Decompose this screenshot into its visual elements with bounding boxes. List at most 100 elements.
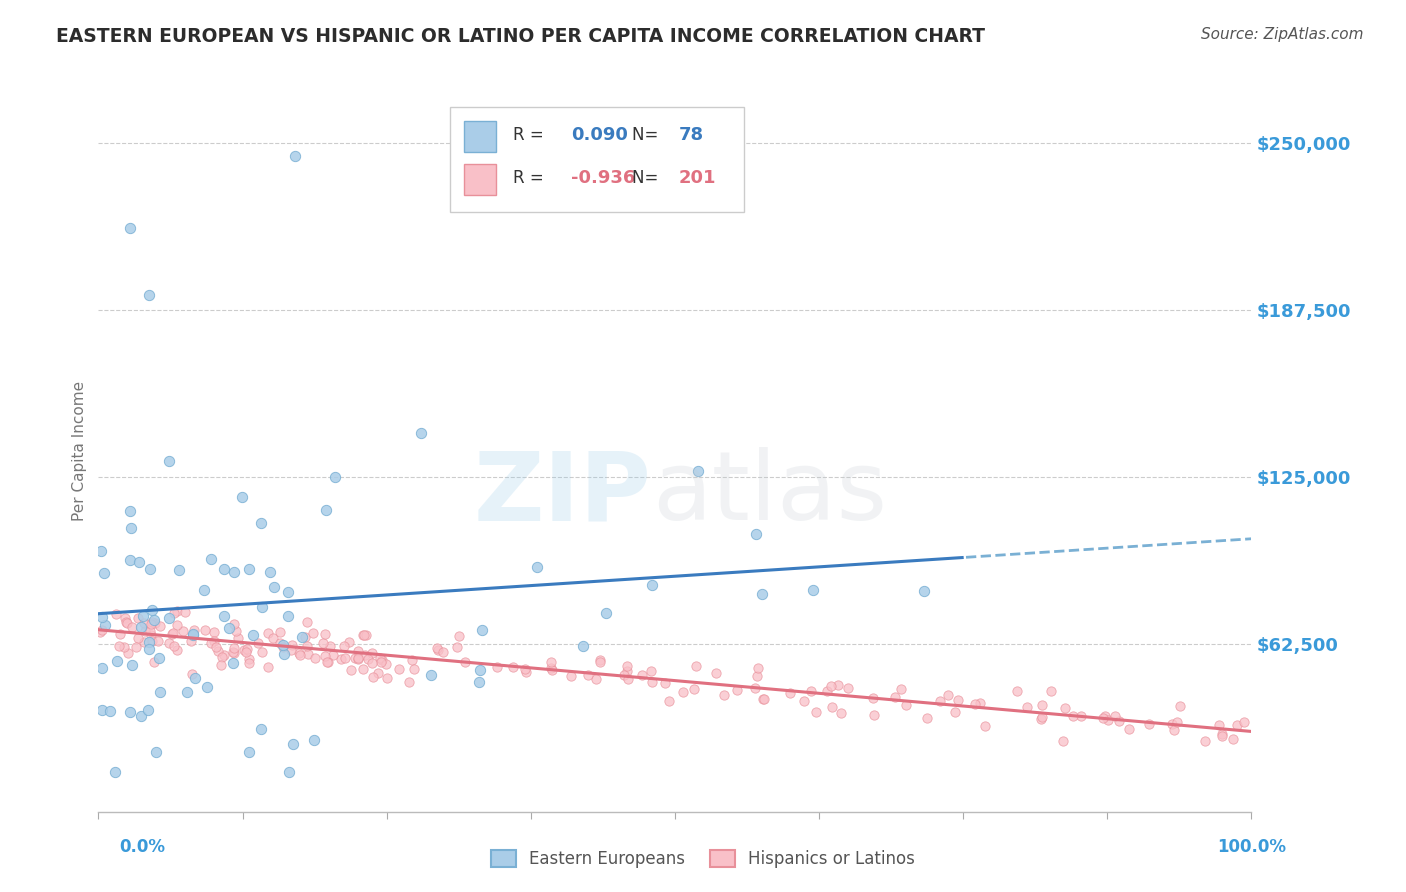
Point: [890, 682, 912, 697]
Point: [815, 684, 838, 698]
Point: [132, 609, 155, 624]
Point: [129, 620, 152, 634]
Point: [173, 605, 195, 619]
Point: [1137, 717, 1160, 731]
Legend: Eastern Europeans, Hispanics or Latinos: Eastern Europeans, Hispanics or Latinos: [484, 843, 922, 875]
Point: [541, 663, 564, 677]
Point: [125, 640, 148, 654]
Point: [277, 585, 299, 599]
Point: [468, 675, 491, 690]
Point: [118, 706, 141, 720]
Text: R =: R =: [513, 169, 550, 187]
Point: [250, 600, 273, 615]
Point: [163, 606, 186, 620]
Point: [139, 562, 162, 576]
Point: [827, 678, 849, 692]
Point: [1005, 684, 1028, 698]
Point: [1052, 733, 1074, 747]
Point: [936, 688, 959, 702]
Text: ZIP: ZIP: [474, 447, 652, 541]
Point: [312, 636, 335, 650]
Point: [1211, 726, 1233, 740]
Point: [222, 640, 245, 655]
Point: [330, 652, 353, 666]
Text: N=: N=: [633, 126, 664, 144]
Point: [658, 693, 681, 707]
Point: [225, 624, 247, 638]
FancyBboxPatch shape: [464, 164, 496, 195]
Point: [1170, 699, 1192, 714]
Point: [963, 697, 986, 711]
Point: [238, 562, 260, 576]
Text: Source: ZipAtlas.com: Source: ZipAtlas.com: [1201, 27, 1364, 42]
Text: R =: R =: [513, 126, 550, 144]
Point: [1108, 714, 1130, 728]
Point: [176, 685, 198, 699]
Point: [725, 683, 748, 698]
Point: [806, 705, 828, 719]
Point: [894, 698, 917, 712]
Point: [132, 635, 155, 649]
Point: [181, 667, 204, 681]
Point: [202, 625, 225, 640]
Point: [411, 426, 433, 441]
Point: [368, 651, 391, 665]
Point: [301, 625, 323, 640]
Point: [613, 668, 636, 682]
Point: [278, 764, 301, 779]
Point: [120, 221, 142, 235]
Point: [259, 565, 281, 579]
Point: [139, 617, 162, 632]
Point: [105, 654, 128, 668]
Point: [207, 644, 229, 658]
Point: [419, 668, 441, 682]
Point: [470, 663, 492, 677]
Point: [1029, 712, 1052, 726]
Point: [166, 617, 188, 632]
Point: [319, 639, 342, 653]
Point: [323, 470, 346, 484]
Text: -0.936: -0.936: [571, 169, 636, 187]
Point: [1094, 709, 1116, 723]
Point: [145, 615, 167, 630]
Point: [121, 620, 143, 634]
Point: [138, 641, 160, 656]
Point: [515, 665, 537, 680]
Point: [616, 672, 638, 686]
Point: [361, 656, 384, 670]
Point: [540, 661, 562, 675]
Point: [1031, 698, 1053, 712]
Text: N=: N=: [633, 169, 664, 187]
Point: [202, 634, 225, 648]
Point: [128, 555, 150, 569]
Point: [197, 680, 219, 694]
Point: [837, 681, 859, 696]
Text: EASTERN EUROPEAN VS HISPANIC OR LATINO PER CAPITA INCOME CORRELATION CHART: EASTERN EUROPEAN VS HISPANIC OR LATINO P…: [56, 27, 986, 45]
Point: [157, 611, 180, 625]
Point: [120, 521, 142, 535]
Point: [502, 660, 524, 674]
Point: [398, 674, 420, 689]
Point: [204, 640, 226, 655]
Point: [162, 627, 184, 641]
Point: [356, 627, 378, 641]
Point: [169, 563, 191, 577]
Point: [145, 745, 167, 759]
Point: [224, 616, 246, 631]
Point: [357, 652, 380, 666]
Point: [526, 559, 548, 574]
Point: [1194, 734, 1216, 748]
Point: [471, 623, 494, 637]
Point: [704, 666, 727, 681]
Point: [454, 655, 477, 669]
Point: [1118, 722, 1140, 736]
Point: [302, 733, 325, 747]
Point: [89, 624, 111, 639]
Point: [138, 288, 160, 302]
Point: [162, 626, 184, 640]
Text: 0.0%: 0.0%: [120, 838, 166, 855]
Point: [316, 655, 339, 669]
Point: [181, 627, 204, 641]
Point: [347, 644, 370, 658]
Point: [110, 627, 132, 641]
